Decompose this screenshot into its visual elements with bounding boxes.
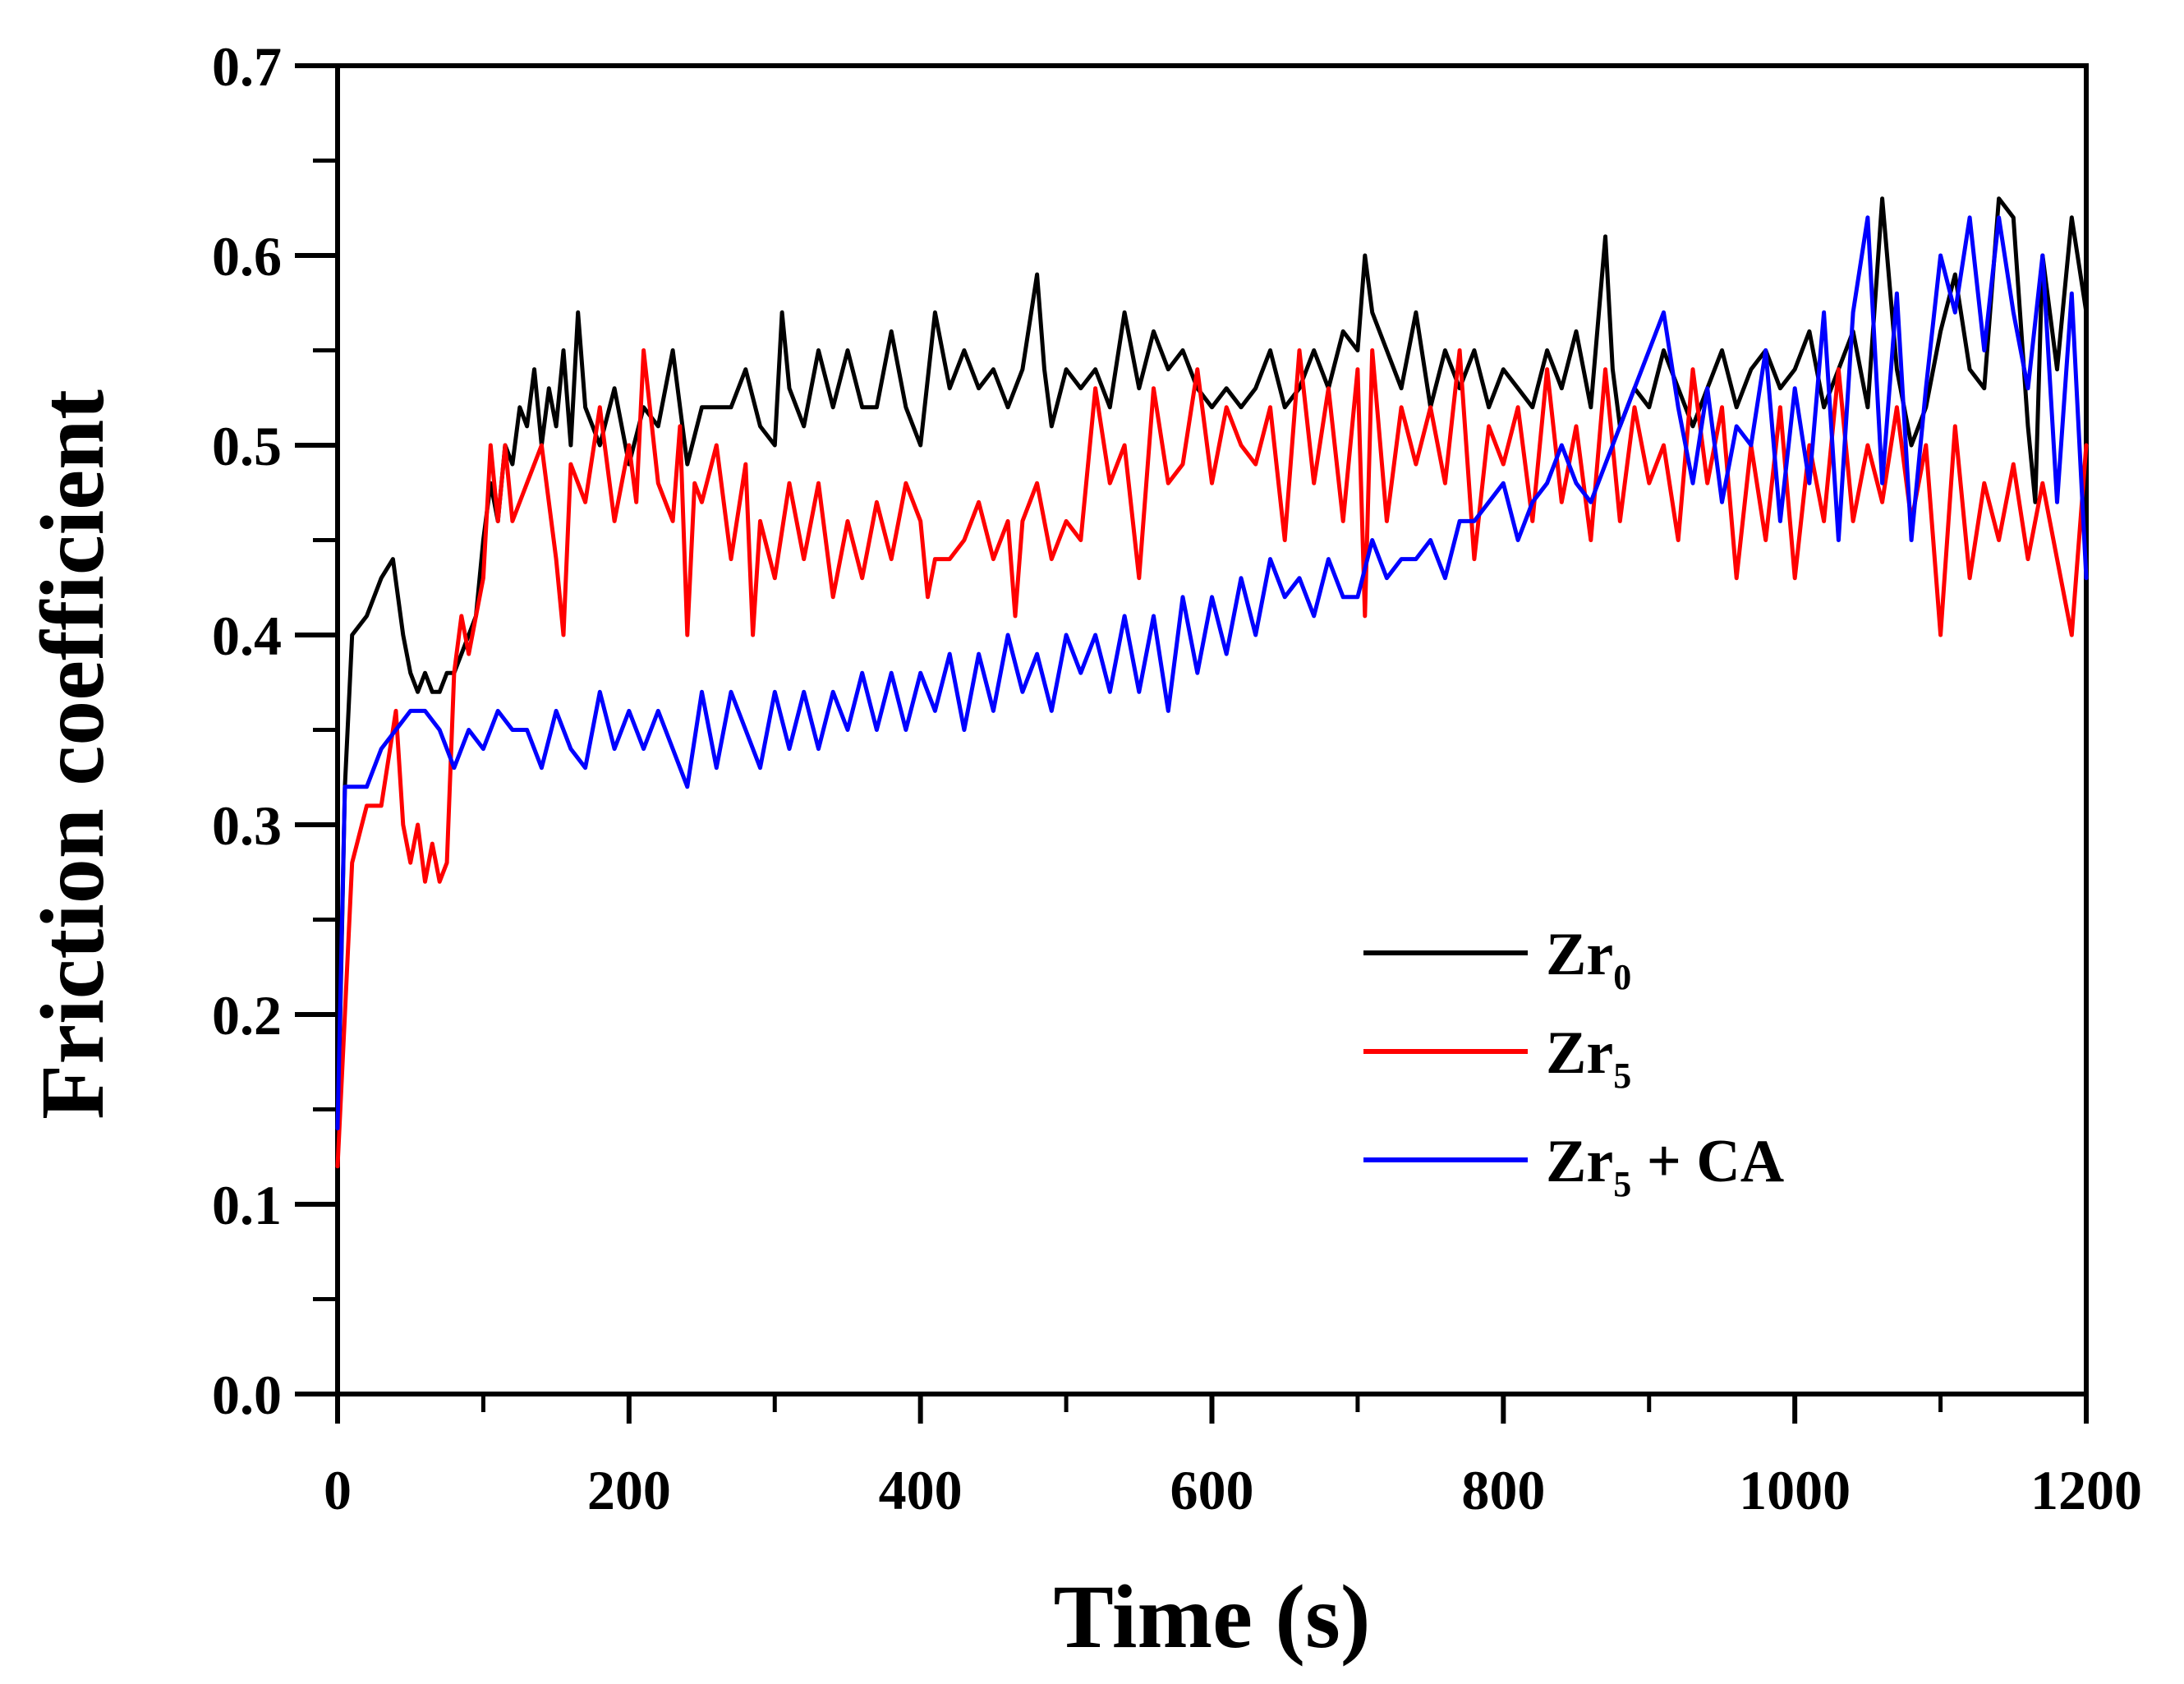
plot-series [335, 196, 2089, 1169]
x-tick-label: 800 [1461, 1459, 1545, 1521]
series-line-1 [335, 348, 2089, 1169]
x-axis-title: Time (s) [1054, 1567, 1371, 1667]
y-tick-label: 0.4 [212, 605, 282, 667]
y-tick-label: 0.5 [212, 415, 282, 477]
series-line-2 [335, 215, 2089, 1131]
y-tick-label: 0.7 [212, 35, 282, 98]
x-tick-label: 400 [879, 1459, 963, 1521]
y-axis-title: Friction coefficient [22, 389, 122, 1120]
series-line-0 [335, 196, 2089, 1150]
plot-frame [335, 63, 2089, 1396]
axes [295, 63, 2089, 1424]
x-tick-label: 0 [324, 1459, 352, 1521]
x-tick-label: 1200 [2030, 1459, 2142, 1521]
y-tick-label: 0.0 [212, 1364, 282, 1426]
x-tick-label: 200 [587, 1459, 671, 1521]
legend-label-1: Zr5 [1546, 1019, 1631, 1096]
legend: Zr0 Zr5 Zr5 + CA [1363, 921, 1784, 1204]
x-tick-label: 600 [1170, 1459, 1254, 1521]
legend-label-0: Zr0 [1546, 921, 1631, 997]
y-tick-label: 0.6 [212, 225, 282, 288]
y-tick-label: 0.2 [212, 984, 282, 1047]
legend-label-2: Zr5 + CA [1546, 1128, 1784, 1204]
x-tick-label: 1000 [1739, 1459, 1851, 1521]
y-tick-label: 0.1 [212, 1174, 282, 1236]
y-tick-label: 0.3 [212, 794, 282, 857]
axis-labels: 0.0 0.1 0.2 0.3 0.4 0.5 0.6 0.7 0 200 400 600 800 100… [22, 35, 2142, 1667]
